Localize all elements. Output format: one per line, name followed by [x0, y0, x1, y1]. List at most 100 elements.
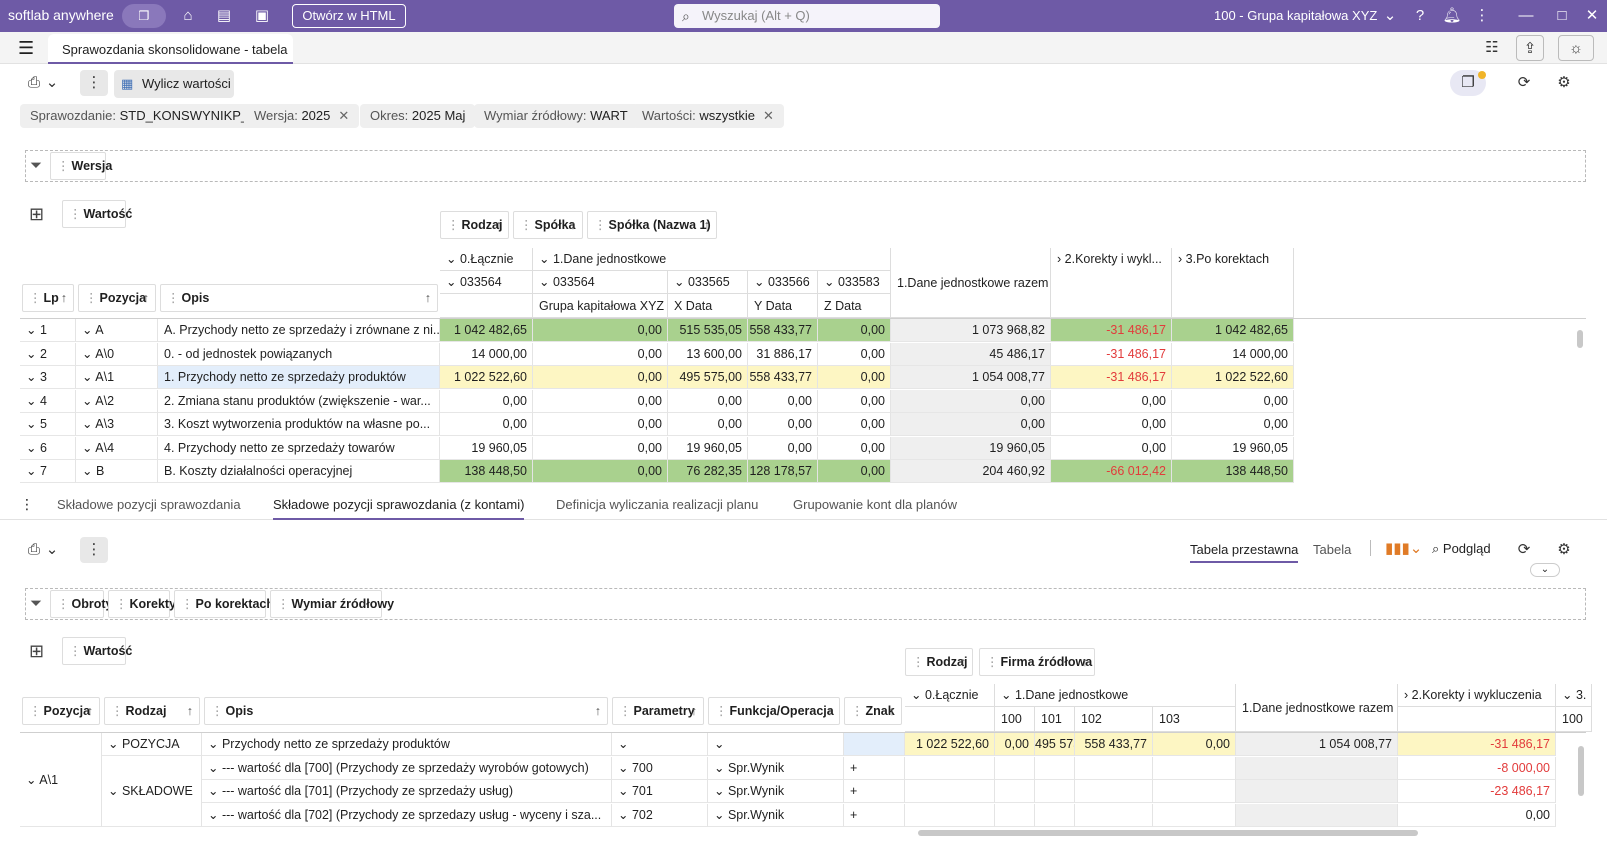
row-field-lp[interactable]: ⋮ Lp ↑ — [22, 284, 74, 312]
opis-cell[interactable]: 1. Przychody netto ze sprzedaży produktó… — [158, 366, 440, 389]
col-field-rodzaj[interactable]: ⋮ Rodzaj ↑ — [905, 648, 973, 676]
value-cell[interactable] — [1153, 803, 1236, 827]
value-cell[interactable]: 0,00 — [818, 436, 891, 460]
value-cell[interactable]: 0,00 — [818, 460, 891, 483]
znak-cell[interactable]: + — [844, 780, 905, 803]
lp-cell[interactable]: ⌄ 5 — [20, 413, 76, 436]
settings-table-icon[interactable]: ⚙ — [1557, 541, 1571, 558]
funkcja-cell[interactable]: ⌄ Spr.Wynik — [708, 780, 844, 803]
value-cell[interactable]: 14 000,00 — [440, 342, 533, 366]
lp-cell[interactable]: ⌄ 3 — [20, 366, 76, 389]
row-field-pozycja[interactable]: ⋮ Pozycja ↑ — [78, 284, 156, 312]
col-group-laczne[interactable]: ⌄ 0.Łącznie — [440, 248, 533, 271]
pozycja-cell[interactable]: ⌄ A\0 — [76, 342, 158, 366]
value-cell[interactable]: 138 448,50 — [1172, 460, 1294, 483]
chart-icon[interactable]: ▮▮▮⌄ — [1385, 540, 1423, 557]
row-field-parametry[interactable]: ⋮ Parametry ↑ — [612, 697, 704, 725]
close-icon[interactable]: ✕ — [762, 108, 774, 123]
company-selector[interactable]: 100 - Grupa kapitałowa XYZ — [1214, 8, 1378, 23]
value-cell[interactable] — [1075, 803, 1153, 827]
value-cell[interactable]: 558 433,77 — [748, 366, 818, 389]
pozycja-cell[interactable]: ⌄ A — [76, 319, 158, 342]
print-icon[interactable]: ⎙ — [27, 541, 40, 558]
parametry-cell[interactable]: ⌄ 701 — [612, 780, 708, 803]
filter-chip[interactable]: Wymiar źródłowy: WART — [474, 104, 638, 128]
value-cell[interactable]: 0,00 — [440, 413, 533, 436]
znak-cell[interactable]: + — [844, 803, 905, 827]
filter-chip[interactable]: Wartości: wszystkie ✕ — [632, 104, 784, 128]
lp-cell[interactable]: ⌄ 4 — [20, 389, 76, 413]
col-group-laczne[interactable]: ⌄ 0.Łącznie — [905, 684, 995, 707]
theme-icon[interactable]: ☼ — [1558, 35, 1594, 61]
col-code[interactable]: ⌄ 033564 — [440, 271, 533, 294]
value-cell[interactable]: 0,00 — [748, 436, 818, 460]
col-field-firma[interactable]: ⋮ Firma źródłowa ↑ — [979, 648, 1095, 676]
col-field-spolka-nazwa[interactable]: ⋮ Spółka (Nazwa 1) ↑ — [587, 211, 717, 239]
value-cell[interactable] — [1236, 756, 1398, 780]
col-group-dane[interactable]: ⌄ 1.Dane jednostkowe — [533, 248, 891, 271]
pozycja-cell[interactable]: ⌄ A\2 — [76, 389, 158, 413]
value-cell[interactable]: 0,00 — [1051, 389, 1172, 413]
table-row[interactable]: ⌄ 7 ⌄ B B. Koszty działalności operacyjnej… — [20, 460, 1294, 483]
col-group-po-korektach[interactable]: › 3.Po korektach — [1172, 248, 1294, 318]
value-cell[interactable]: 138 448,50 — [440, 460, 533, 483]
open-html-button[interactable]: Otwórz w HTML — [292, 4, 406, 28]
value-cell[interactable]: 0,00 — [818, 342, 891, 366]
value-cell[interactable]: -31 486,17 — [1051, 319, 1172, 342]
col-group-dane[interactable]: ⌄ 1.Dane jednostkowe — [995, 684, 1236, 707]
value-cell[interactable]: 1 022 522,60 — [1172, 366, 1294, 389]
table-row[interactable]: ⌄ 5 ⌄ A\3 3. Koszt wytworzenia produktów n… — [20, 413, 1294, 436]
value-cell[interactable]: 0,00 — [1172, 413, 1294, 436]
opis-cell[interactable]: A. Przychody netto ze sprzedaży i zrówna… — [158, 319, 440, 342]
close-icon[interactable]: ✕ — [338, 108, 350, 123]
value-cell[interactable] — [1153, 756, 1236, 780]
pozycja-cell[interactable]: ⌄ A\4 — [76, 436, 158, 460]
rodzaj-pozycja-cell[interactable]: ⌄ POZYCJA — [102, 733, 202, 756]
row-field-funkcja[interactable]: ⋮ Funkcja/Operacja ↑ — [708, 697, 840, 725]
value-cell[interactable] — [995, 756, 1035, 780]
value-cell[interactable]: 495 575,00 — [1035, 733, 1075, 756]
tab-pivot-table[interactable]: Tabela przestawna — [1190, 542, 1299, 563]
col-code[interactable]: ⌄ 033565 — [668, 271, 748, 294]
value-cell[interactable] — [995, 803, 1035, 827]
value-cell[interactable] — [905, 756, 995, 780]
value-cell[interactable]: -8 000,00 — [1398, 756, 1556, 780]
value-cell[interactable]: 558 433,77 — [748, 319, 818, 342]
chevron-down-icon[interactable]: ⌄ — [45, 74, 59, 91]
value-cell[interactable]: 0,00 — [1172, 389, 1294, 413]
value-cell[interactable] — [1153, 780, 1236, 803]
value-cell[interactable]: 495 575,00 — [668, 366, 748, 389]
filter-dropzone[interactable] — [25, 150, 1586, 182]
tab-skladowe[interactable]: Składowe pozycji sprawozdania — [57, 497, 241, 512]
print-icon[interactable]: ⎙ — [27, 74, 40, 91]
value-cell[interactable]: 0,00 — [818, 319, 891, 342]
more-vertical-icon[interactable]: ⋮ — [1474, 7, 1490, 24]
grid-icon[interactable]: ⊞ — [29, 641, 45, 661]
value-cell[interactable]: 0,00 — [818, 413, 891, 436]
znak-cell[interactable] — [844, 733, 905, 756]
funkcja-cell[interactable]: ⌄ — [708, 733, 844, 756]
value-cell[interactable] — [995, 780, 1035, 803]
table-row[interactable]: ⌄ 1 ⌄ A A. Przychody netto ze sprzedaży i … — [20, 319, 1294, 342]
tab-definicja[interactable]: Definicja wyliczania realizacji planu — [556, 497, 759, 512]
bell-icon[interactable]: 🔔︎ — [1442, 7, 1462, 24]
more-vertical-icon[interactable]: ⋮ — [20, 496, 34, 512]
value-cell[interactable]: 0,00 — [533, 342, 668, 366]
znak-cell[interactable]: + — [844, 756, 905, 780]
lp-cell[interactable]: ⌄ 7 — [20, 460, 76, 483]
row-field-pozycja[interactable]: ⋮ Pozycja ↑ — [22, 697, 100, 725]
table-row[interactable]: ⌄ --- wartość dla [701] (Przychody ze sp… — [202, 780, 1592, 803]
refresh-icon[interactable]: ⟳ — [1517, 541, 1531, 558]
home-icon[interactable]: ⌂ — [183, 7, 193, 24]
value-cell[interactable]: 0,00 — [1051, 413, 1172, 436]
bottom-filter-dropzone[interactable] — [25, 588, 1586, 620]
col-code[interactable]: ⌄ 033564 — [533, 271, 668, 294]
filter-chip[interactable]: Wersja: 2025 ✕ — [244, 104, 360, 128]
value-field[interactable]: ⋮ Wartość — [62, 200, 132, 228]
value-cell[interactable] — [905, 803, 995, 827]
opis-cell[interactable]: 3. Koszt wytworzenia produktów na własne… — [158, 413, 440, 436]
refresh-icon[interactable]: ⟳ — [1517, 74, 1531, 91]
value-cell[interactable]: -31 486,17 — [1398, 733, 1556, 756]
value-cell[interactable]: 19 960,05 — [440, 436, 533, 460]
value-cell[interactable]: -31 486,17 — [1051, 342, 1172, 366]
